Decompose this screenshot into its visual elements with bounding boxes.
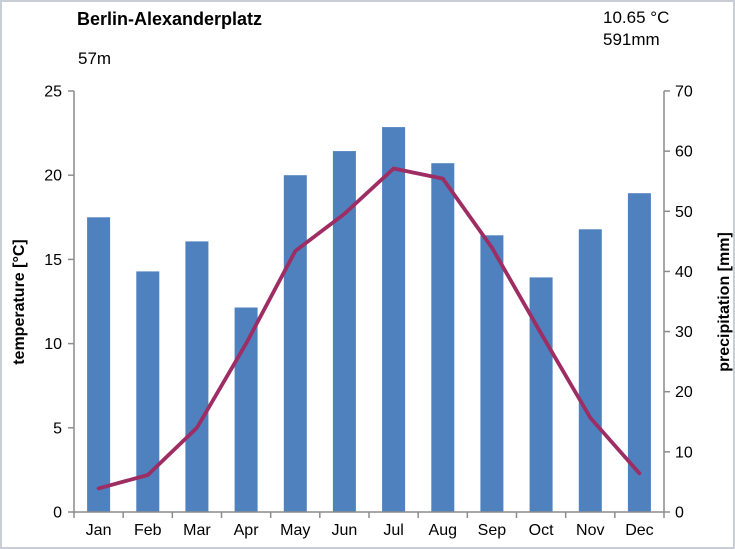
- month-label-dec: Dec: [625, 522, 653, 539]
- precip-bar-sep: [480, 235, 504, 513]
- precip-bar-feb: [136, 271, 160, 512]
- chart-title: Berlin-Alexanderplatz: [77, 9, 263, 29]
- precip-bar-jul: [382, 127, 406, 512]
- month-label-may: May: [280, 522, 310, 539]
- precip-bar-aug: [431, 163, 455, 512]
- left-axis-tick-label: 5: [53, 420, 62, 437]
- right-axis-tick-label: 30: [675, 324, 693, 341]
- right-axis-tick-label: 40: [675, 264, 693, 281]
- month-label-mar: Mar: [183, 522, 211, 539]
- precip-bar-apr: [234, 307, 258, 512]
- left-axis-tick-label: 10: [44, 336, 62, 353]
- month-label-jun: Jun: [332, 522, 358, 539]
- precip-bar-mar: [185, 241, 209, 512]
- month-label-apr: Apr: [234, 522, 260, 539]
- annual-precipitation-sum: 591mm: [603, 30, 660, 49]
- precip-bar-may: [283, 175, 307, 512]
- temperature-line: [96, 166, 642, 491]
- annual-mean-temperature: 10.65 °C: [603, 8, 670, 27]
- right-axis-tick-label: 10: [675, 444, 693, 461]
- precip-bar-oct: [529, 277, 553, 512]
- left-axis-tick-label: 15: [44, 252, 62, 269]
- left-axis-tick-label: 20: [44, 168, 62, 185]
- left-axis-tick-label: 0: [53, 505, 62, 522]
- station-elevation: 57m: [78, 49, 112, 68]
- right-axis-tick-label: 60: [675, 144, 693, 161]
- month-label-jul: Jul: [383, 522, 403, 539]
- left-axis-tick-label: 25: [44, 84, 62, 101]
- right-axis-tick-label: 70: [675, 84, 693, 101]
- right-axis-tick-label: 0: [675, 505, 684, 522]
- right-axis-tick-label: 20: [675, 384, 693, 401]
- precip-bar-jan: [87, 217, 111, 513]
- annual-summary: 10.65 °C 591mm: [603, 7, 669, 51]
- precip-bar-nov: [578, 229, 602, 513]
- month-label-nov: Nov: [576, 522, 604, 539]
- right-axis-tick-label: 50: [675, 204, 693, 221]
- month-label-oct: Oct: [529, 522, 554, 539]
- month-label-feb: Feb: [134, 522, 162, 539]
- month-label-sep: Sep: [478, 522, 507, 539]
- precip-bar-dec: [627, 193, 651, 512]
- month-label-aug: Aug: [429, 522, 457, 539]
- precip-bar-jun: [332, 151, 356, 512]
- month-label-jan: Jan: [86, 522, 112, 539]
